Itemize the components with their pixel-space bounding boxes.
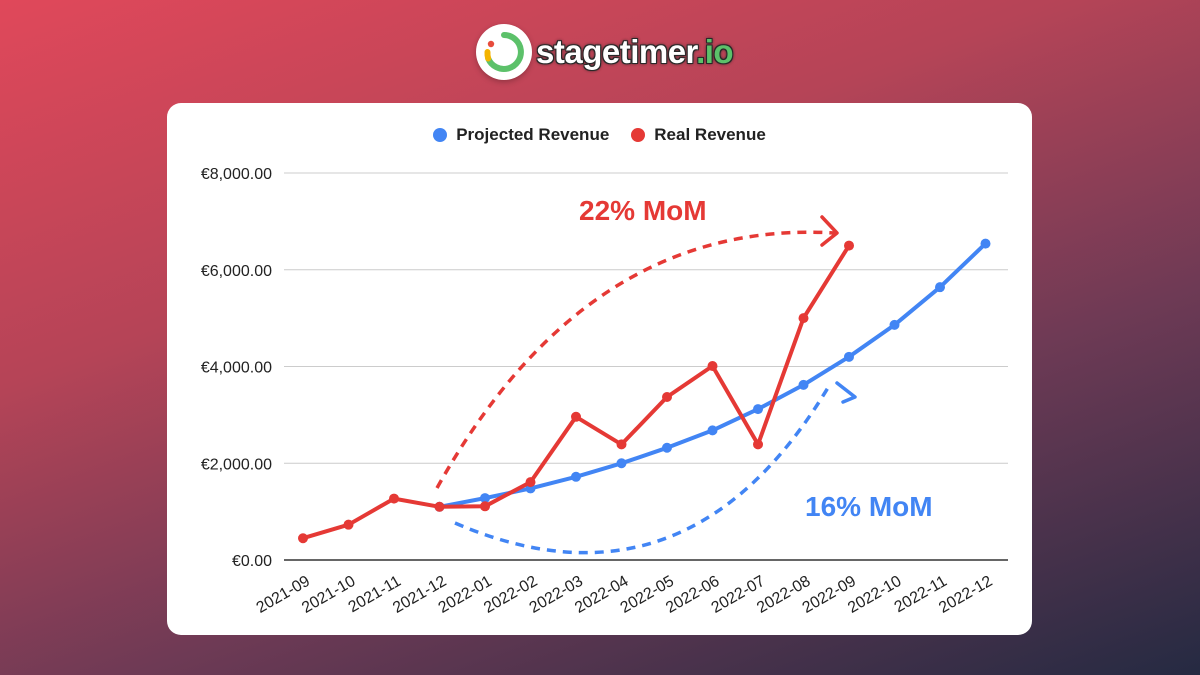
legend-dot-projected (433, 128, 448, 142)
projected-revenue-point (571, 471, 581, 482)
brand-name: stagetimer.io (536, 33, 734, 71)
projected-revenue-point (616, 458, 627, 469)
y-tick-label: €4,000.00 (201, 360, 272, 377)
projected-growth-arrowhead (835, 381, 857, 404)
real-revenue-point (298, 533, 308, 544)
projected-revenue-point (707, 425, 718, 436)
brand-logo-lockup: stagetimer.io (476, 24, 734, 80)
legend-label-real: Real Revenue (654, 125, 766, 144)
projected-revenue-point (889, 319, 900, 330)
revenue-line-chart: €0.00 €2,000.00 €4,000.00 €6,000.00 €8,000.0… (201, 166, 1008, 617)
real-revenue-point (480, 501, 490, 512)
brand-name-tld: .io (696, 33, 734, 70)
legend-item-real[interactable]: Real Revenue (631, 125, 766, 145)
y-tick-label: €0.00 (232, 553, 272, 570)
y-tick-label: €2,000.00 (201, 456, 272, 473)
projected-revenue-point (935, 282, 945, 293)
projected-revenue-point (480, 493, 490, 504)
annotation-real-mom: 22% MoM (579, 195, 707, 226)
real-revenue-point (389, 493, 399, 504)
stagetimer-logo-icon (476, 24, 532, 80)
real-growth-arc (435, 230, 836, 489)
projected-revenue-point (798, 379, 809, 390)
projected-growth-arc (454, 385, 831, 555)
chart-card: Projected Revenue Real Revenue €0.00 €2,0… (167, 103, 1032, 635)
real-revenue-point (662, 391, 672, 402)
real-growth-arrowhead (820, 215, 839, 247)
projected-revenue-point (753, 404, 763, 415)
legend-label-projected: Projected Revenue (456, 125, 610, 144)
legend-dot-real (631, 128, 646, 142)
real-revenue-point (571, 411, 581, 422)
legend-item-projected[interactable]: Projected Revenue (433, 125, 609, 145)
projected-revenue-point (980, 238, 991, 249)
projected-revenue-point (662, 442, 672, 453)
annotation-projected-mom: 16% MoM (805, 491, 933, 522)
real-revenue-point (525, 477, 536, 488)
projected-revenue-line (437, 241, 988, 509)
real-revenue-point (616, 439, 627, 450)
real-revenue-point (707, 361, 718, 372)
real-revenue-point (343, 519, 354, 530)
real-revenue-line (301, 243, 851, 541)
chart-legend: Projected Revenue Real Revenue (167, 125, 1032, 145)
y-tick-label: €8,000.00 (201, 166, 272, 183)
real-revenue-point (753, 439, 763, 450)
real-revenue-point (434, 501, 445, 512)
brand-name-main: stagetimer (536, 33, 697, 70)
real-revenue-point (844, 240, 854, 251)
projected-revenue-point (844, 351, 854, 362)
real-revenue-point (798, 313, 809, 324)
y-tick-label: €6,000.00 (201, 263, 272, 280)
